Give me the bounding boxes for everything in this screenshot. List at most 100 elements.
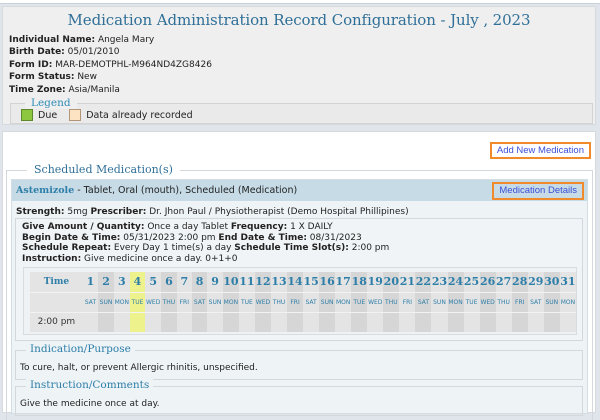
weekday-cell: THU	[495, 292, 512, 313]
administration-slot-cell[interactable]	[303, 312, 320, 332]
medication-name: Astemizole - Tablet, Oral (mouth), Sched…	[16, 185, 297, 196]
weekday-cell: MON	[559, 292, 576, 313]
weekday-cell: MON	[113, 292, 130, 313]
info-individual-name: Individual Name: Angela Mary	[9, 35, 155, 45]
weekday-cell: WED	[479, 292, 496, 313]
info-time-zone: Time Zone: Asia/Manila	[9, 84, 120, 95]
legend: Legend Due Data already recorded	[10, 97, 593, 124]
weekday-cell: SUN	[207, 292, 223, 313]
legend-items: Due Data already recorded	[21, 109, 193, 121]
administration-slot-cell[interactable]	[479, 312, 496, 332]
day-number-cell: 12	[254, 272, 271, 293]
administration-slot-cell[interactable]	[98, 312, 114, 332]
top-bar	[0, 0, 600, 4]
day-number-cell: 6	[161, 272, 177, 293]
day-number-cell: 18	[351, 272, 368, 293]
add-new-medication-button[interactable]: Add New Medication	[489, 142, 591, 159]
administration-slot-cell[interactable]	[415, 312, 432, 332]
administration-slot-cell[interactable]	[222, 312, 239, 332]
legend-title: Legend	[25, 97, 77, 109]
schedule-details-box: Give Amount / Quantity: Once a day Table…	[15, 218, 583, 341]
administration-slot-cell[interactable]	[191, 312, 208, 332]
weekday-cell: SAT	[527, 292, 544, 313]
calendar-day-numbers-row: Time 1 2 3 4 5 6 7 8 9 10 11 12 13 14 15 16 17 18 19 20 21 22…	[30, 272, 576, 293]
schedule-details: Give Amount / Quantity: Once a day Table…	[22, 222, 389, 264]
administration-slot-cell[interactable]	[447, 312, 464, 332]
weekday-cell: FRI	[176, 292, 192, 313]
administration-slot-cell[interactable]	[367, 312, 384, 332]
instruction-comments-text: Give the medicine once at day.	[20, 399, 160, 409]
weekday-cell: WED	[254, 292, 271, 313]
day-number-cell: 19	[367, 272, 384, 293]
weekday-cell: SAT	[191, 292, 208, 313]
day-number-cell: 22	[415, 272, 432, 293]
record-header-panel: Medication Administration Record Configu…	[2, 6, 596, 125]
day-number-cell: 16	[319, 272, 336, 293]
day-number-cell: 25	[463, 272, 480, 293]
administration-slot-cell[interactable]	[431, 312, 448, 332]
weekday-cell: SUN	[319, 292, 336, 313]
day-number-cell: 23	[431, 272, 448, 293]
administration-slot-cell[interactable]	[335, 312, 352, 332]
administration-slot-cell[interactable]	[129, 312, 146, 332]
administration-slot-cell[interactable]	[463, 312, 480, 332]
weekday-cell: FRI	[511, 292, 528, 313]
weekday-cell: TUE	[129, 292, 146, 313]
administration-slot-cell[interactable]	[270, 312, 288, 332]
time-slot-label: 2:00 pm	[30, 312, 83, 332]
administration-slot-cell[interactable]	[82, 312, 99, 332]
administration-slot-cell[interactable]	[527, 312, 544, 332]
day-number-cell: 29	[527, 272, 544, 293]
recorded-swatch-icon	[69, 109, 82, 121]
weekday-cell: THU	[270, 292, 288, 313]
weekday-cell: MON	[222, 292, 239, 313]
legend-recorded-label: Data already recorded	[86, 109, 193, 121]
administration-slot-cell[interactable]	[238, 312, 255, 332]
info-form-status: Form Status: New	[9, 72, 97, 83]
indication-fieldset: Indication/Purpose To cure, halt, or pre…	[15, 343, 583, 380]
day-number-cell: 7	[176, 272, 192, 293]
day-number-cell: 2	[98, 272, 114, 293]
due-swatch-icon	[21, 109, 33, 121]
administration-slot-cell[interactable]	[113, 312, 130, 332]
calendar-time-slot-row: 2:00 pm	[30, 312, 576, 332]
day-number-cell: 31	[559, 272, 576, 293]
administration-slot-cell[interactable]	[161, 312, 177, 332]
scheduled-medications-panel: Add New Medication Scheduled Medication(…	[2, 131, 596, 420]
strength-prescriber-line: Strength: 5mg Prescriber: Dr. Jhon Paul …	[16, 207, 409, 217]
medication-details-button[interactable]: Medication Details	[492, 182, 584, 200]
administration-slot-cell[interactable]	[495, 312, 512, 332]
administration-calendar: Time 1 2 3 4 5 6 7 8 9 10 11 12 13 14 15 16 17 18 19 20 21 22…	[23, 267, 577, 335]
weekday-cell: WED	[145, 292, 162, 313]
medication-card: Astemizole - Tablet, Oral (mouth), Sched…	[11, 179, 588, 416]
weekday-cell: SUN	[431, 292, 448, 313]
page-title: Medication Administration Record Configu…	[67, 11, 531, 29]
calendar-table: Time 1 2 3 4 5 6 7 8 9 10 11 12 13 14 15 16 17 18 19 20 21 22…	[30, 272, 576, 332]
weekday-cell: TUE	[463, 292, 480, 313]
weekday-cell: FRI	[287, 292, 304, 313]
administration-slot-cell[interactable]	[543, 312, 560, 332]
administration-slot-cell[interactable]	[559, 312, 576, 332]
administration-slot-cell[interactable]	[254, 312, 271, 332]
weekday-cell: SAT	[303, 292, 320, 313]
day-number-cell: 15	[303, 272, 320, 293]
administration-slot-cell[interactable]	[287, 312, 304, 332]
day-number-cell: 20	[383, 272, 400, 293]
weekday-cell: SUN	[98, 292, 114, 313]
give-amount-line: Give Amount / Quantity: Once a day Table…	[22, 222, 333, 232]
drug-name: Astemizole	[16, 185, 75, 196]
administration-slot-cell[interactable]	[511, 312, 528, 332]
administration-slot-cell[interactable]	[176, 312, 192, 332]
medication-header: Astemizole - Tablet, Oral (mouth), Sched…	[12, 180, 587, 201]
administration-slot-cell[interactable]	[207, 312, 223, 332]
administration-slot-cell[interactable]	[145, 312, 162, 332]
day-number-cell: 9	[207, 272, 223, 293]
weekday-cell: THU	[383, 292, 400, 313]
administration-slot-cell[interactable]	[351, 312, 368, 332]
administration-slot-cell[interactable]	[319, 312, 336, 332]
instruction-line: Instruction: Give medicine once a day. 0…	[22, 253, 238, 264]
administration-slot-cell[interactable]	[399, 312, 416, 332]
day-number-cell: 11	[238, 272, 255, 293]
indication-title: Indication/Purpose	[26, 343, 135, 355]
administration-slot-cell[interactable]	[383, 312, 400, 332]
